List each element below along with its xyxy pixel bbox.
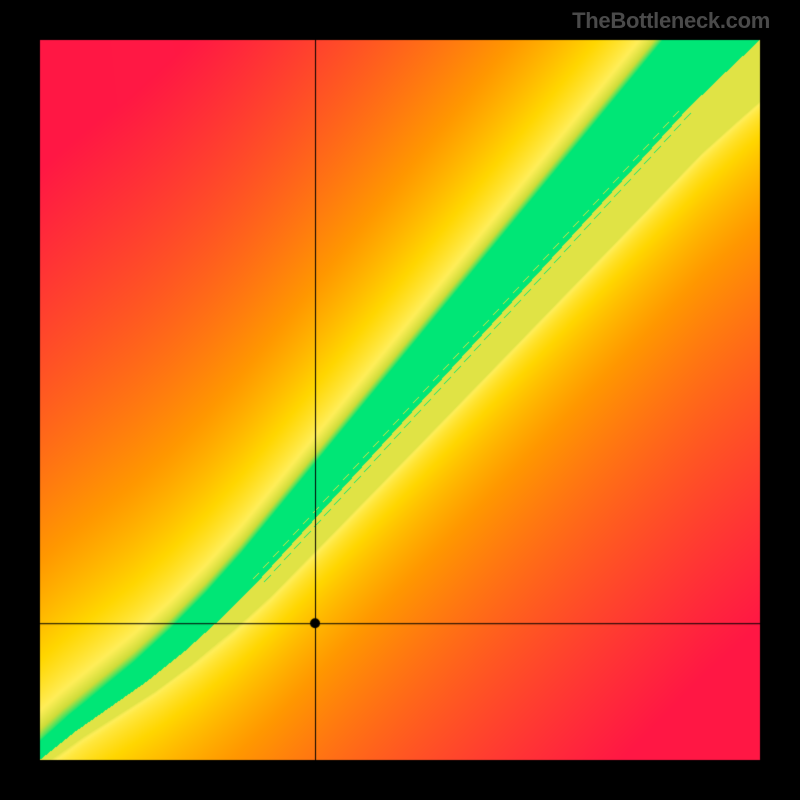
watermark-text: TheBottleneck.com [572,8,770,34]
bottleneck-heatmap [0,0,800,800]
chart-container: TheBottleneck.com [0,0,800,800]
